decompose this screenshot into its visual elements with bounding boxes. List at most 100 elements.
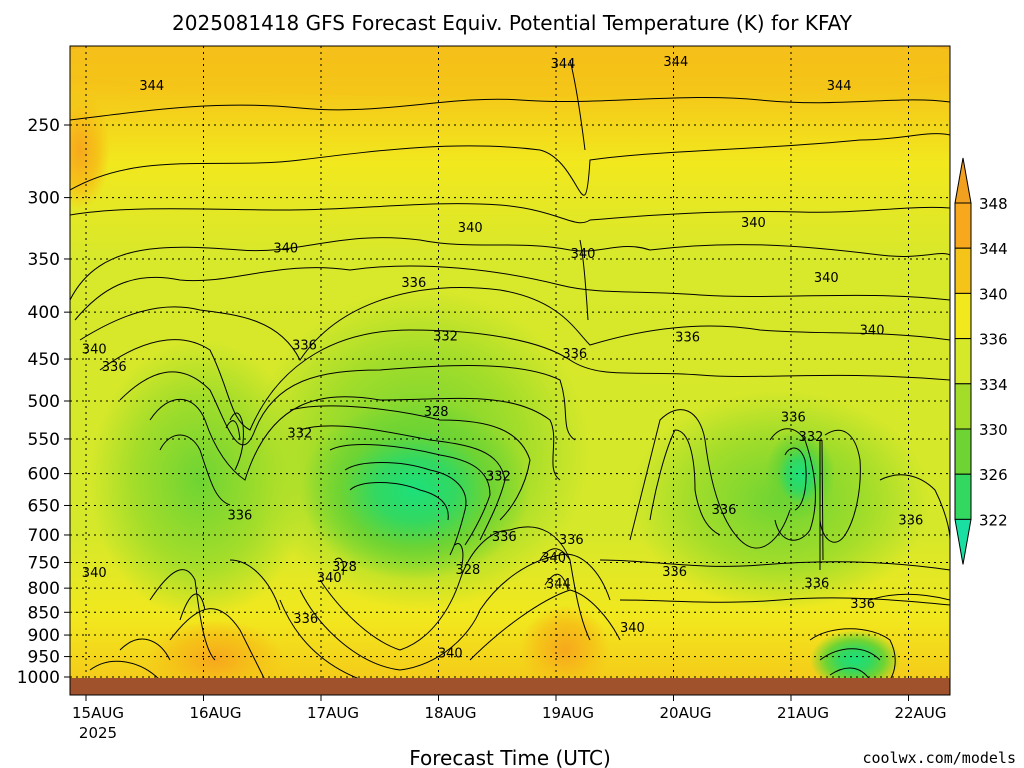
colorbar-segment	[954, 383, 972, 430]
contour-label: 344	[551, 57, 576, 72]
contour-label: 336	[804, 577, 829, 592]
colorbar-label: 336	[979, 331, 1008, 349]
x-tick-label: 18AUG	[425, 704, 477, 722]
contour-label: 340	[458, 221, 483, 236]
colorbar-label: 344	[979, 240, 1008, 258]
y-tick-label: 450	[28, 350, 60, 370]
y-tick-label: 700	[28, 526, 60, 546]
colorbar-label: 322	[979, 511, 1008, 529]
colorbar: 348 344 340 336 334 330 326 322	[954, 157, 1008, 565]
contour-label: 336	[492, 530, 517, 545]
green-region-mid-left	[90, 340, 310, 620]
y-tick-label: 900	[28, 626, 60, 646]
x-tick-label: 16AUG	[190, 704, 242, 722]
colorbar-label: 334	[979, 376, 1008, 394]
x-tick-label: 19AUG	[542, 704, 594, 722]
chart-title: 2025081418 GFS Forecast Equiv. Potential…	[172, 11, 853, 35]
contour-label: 340	[273, 241, 298, 256]
contour-label: 336	[562, 347, 587, 362]
contour-label: 340	[860, 324, 885, 339]
y-tick-label: 350	[28, 250, 60, 270]
upper-orange-band	[70, 46, 950, 97]
contour-label: 336	[559, 533, 584, 548]
contour-label: 340	[438, 646, 463, 661]
x-axis-label: Forecast Time (UTC)	[409, 746, 611, 768]
contour-label: 340	[82, 342, 107, 357]
colorbar-label: 326	[979, 466, 1008, 484]
y-tick-label: 650	[28, 496, 60, 516]
contour-label: 328	[332, 560, 357, 575]
contours	[70, 59, 950, 691]
contour-label: 336	[292, 339, 317, 354]
colorbar-segment	[954, 292, 972, 340]
green-core-right	[765, 430, 835, 520]
contour-label: 340	[317, 571, 342, 586]
x-tick-label: 21AUG	[777, 704, 829, 722]
contour-label: 336	[898, 513, 923, 528]
contour-label: 332	[799, 430, 824, 445]
plot-frame	[69, 45, 951, 696]
contour-label: 336	[675, 330, 700, 345]
x-axis-ticks: 15AUG 16AUG 17AUG 18AUG 19AUG 20AUG 21AUG 22AUG	[72, 695, 946, 722]
credit-text: coolwx.com/models	[862, 749, 1016, 767]
y-tick-label: 750	[28, 553, 60, 573]
contour-label: 344	[663, 55, 688, 70]
contour-label: 336	[781, 411, 806, 426]
y-tick-label: 400	[28, 303, 60, 323]
x-tick-label: 22AUG	[895, 704, 947, 722]
colorbar-segment	[954, 247, 972, 294]
contour-label: 336	[102, 360, 127, 375]
contour-label: 332	[433, 329, 458, 344]
colorbar-bottom-arrow	[954, 518, 972, 565]
contour-label: 344	[827, 79, 852, 94]
contour-label: 336	[662, 565, 687, 580]
contour-label: 336	[712, 503, 737, 518]
colorbar-label: 340	[979, 285, 1008, 303]
contour-label: 340	[620, 621, 645, 636]
y-tick-label: 600	[28, 465, 60, 485]
y-axis-ticks: 250 300 350 400 450 500 550 600 650 700 750 800 850 9…	[17, 116, 70, 688]
orange-top-left	[70, 90, 110, 210]
x-gridlines	[85, 46, 909, 695]
contour-label: 336	[401, 276, 426, 291]
contour-label: 336	[228, 509, 253, 524]
colorbar-segment	[954, 338, 972, 385]
contour-label: 340	[82, 566, 107, 581]
y-tick-label: 1000	[17, 668, 60, 688]
y-tick-label: 950	[28, 648, 60, 668]
y-tick-label: 850	[28, 603, 60, 623]
y-tick-label: 300	[28, 189, 60, 209]
contour-label: 340	[541, 551, 566, 566]
green-core-bottom-right	[810, 630, 900, 690]
contour-label: 340	[571, 247, 596, 262]
x-tick-year: 2025	[79, 724, 117, 742]
y-tick-label: 800	[28, 579, 60, 599]
y-tick-label: 250	[28, 116, 60, 136]
orange-surface-mid	[520, 605, 610, 695]
y-tick-label: 550	[28, 430, 60, 450]
contour-label: 332	[486, 470, 511, 485]
colorbar-segment	[954, 428, 972, 475]
plot-area: 344 344 344 344 340 340 340 340 340 340 340 336 336 3…	[70, 46, 950, 695]
contour-labels: 344 344 344 344 340 340 340 340 340 340 340 336 336 3…	[82, 55, 923, 661]
contour-label: 340	[741, 216, 766, 231]
colorbar-label: 330	[979, 421, 1008, 439]
orange-surface-left	[145, 620, 285, 695]
contour-label: 328	[455, 563, 480, 578]
colorbar-segment	[954, 473, 972, 520]
contour-label: 340	[814, 271, 839, 286]
colorbar-segment	[954, 202, 972, 249]
contour-label: 344	[546, 577, 571, 592]
contour-label: 336	[293, 612, 318, 627]
contour-label: 332	[287, 426, 312, 441]
x-tick-label: 20AUG	[660, 704, 712, 722]
x-tick-label: 15AUG	[72, 704, 124, 722]
contour-label: 336	[850, 597, 875, 612]
y-tick-label: 500	[28, 392, 60, 412]
colorbar-top-arrow	[954, 157, 972, 204]
x-tick-label: 17AUG	[307, 704, 359, 722]
contour-label: 328	[424, 405, 449, 420]
surface-ground-band	[70, 678, 950, 695]
y-gridlines	[70, 124, 950, 678]
